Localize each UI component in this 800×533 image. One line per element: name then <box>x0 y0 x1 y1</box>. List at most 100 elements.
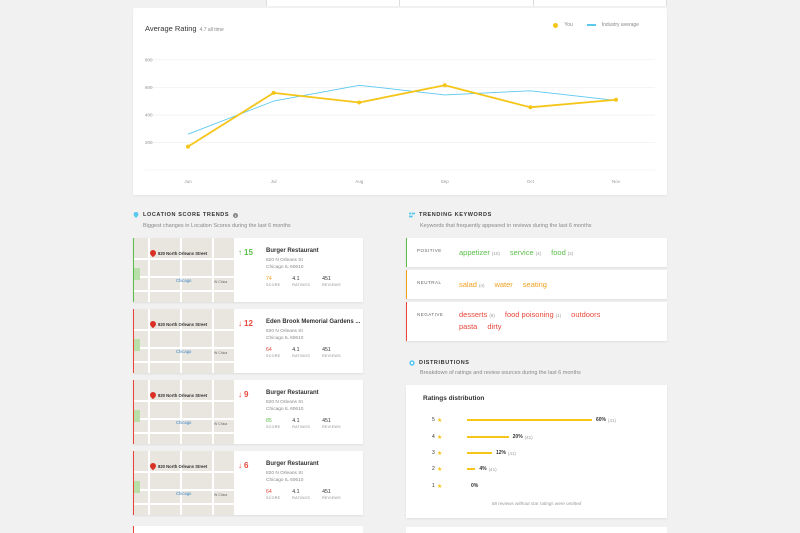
location-card[interactable]: 820 North Orleans Street Chicago W Chica ↓ 6… <box>133 451 363 515</box>
keyword[interactable]: pasta <box>459 322 478 331</box>
keywords-negative-label: NEGATIVE <box>417 312 444 317</box>
x-tick-label: Oct <box>527 179 535 184</box>
keyword[interactable]: food poisoning (1) <box>504 310 562 319</box>
location-name[interactable]: Burger Restaurant <box>266 390 319 396</box>
keyword[interactable]: water <box>494 280 513 289</box>
keywords-negative: NEGATIVE desserts (6) food poisoning (1) out… <box>406 302 667 341</box>
star-icon: ★ <box>437 466 443 473</box>
rating-row: 4 ★ 20% (41) <box>432 434 533 441</box>
distributions-icon <box>409 360 415 366</box>
keywords-positive: POSITIVE appetizer (10) service (4) food (2) <box>406 238 667 267</box>
location-map[interactable]: 820 North Orleans Street Chicago W Chica <box>134 238 234 302</box>
loc-card-partial <box>133 526 363 533</box>
rating-row: 2 ★ 4% (41) <box>432 466 497 473</box>
series-you-point <box>271 90 276 95</box>
y-tick-label: 200 <box>145 140 153 145</box>
series-you-point <box>186 144 190 149</box>
map-station-label: Chicago <box>176 278 192 283</box>
metric-score: 64 SCORE <box>266 347 281 358</box>
series-you-point <box>528 105 533 110</box>
map-street-label: 820 North Orleans Street <box>158 464 208 469</box>
location-card[interactable]: 820 North Orleans Street Chicago W Chica ↓ 1… <box>133 309 363 373</box>
location-address: 820 N Orleans St Chicago IL 60610 <box>266 258 304 270</box>
legend-you: You <box>553 22 573 28</box>
map-station-label: Chicago <box>176 349 192 354</box>
location-map[interactable]: 820 North Orleans Street Chicago W Chica <box>134 451 234 515</box>
keyword[interactable]: appetizer (10) <box>459 248 500 257</box>
score-change: ↓ 9 <box>238 390 249 399</box>
keywords-neutral-label: NEUTRAL <box>417 280 442 285</box>
series-you-point <box>442 83 447 88</box>
metric-score: 85 SCORE <box>266 418 281 429</box>
keyword[interactable]: salad (4) <box>459 280 485 289</box>
metric-reviews: 451 REVIEWS <box>322 276 341 287</box>
series-you-point <box>357 100 362 105</box>
legend-you-marker <box>553 22 559 28</box>
next-card-partial <box>406 527 667 533</box>
tab-2[interactable] <box>266 0 400 6</box>
metric-score: 74 SCORE <box>266 276 281 287</box>
average-rating-card: Average Rating 4.7 all time You Industry … <box>133 8 667 195</box>
location-name[interactable]: Burger Restaurant <box>266 248 319 254</box>
metric-reviews: 451 REVIEWS <box>322 418 341 429</box>
location-trends-heading: LOCATION SCORE TRENDS i <box>133 212 239 218</box>
location-map[interactable]: 820 North Orleans Street Chicago W Chica <box>134 309 234 373</box>
x-tick-label: Aug <box>355 179 364 184</box>
metric-reviews: 451 REVIEWS <box>322 347 341 358</box>
map-street-label: 820 North Orleans Street <box>158 393 208 398</box>
distributions-subtitle: Breakdown of ratings and review sources … <box>420 370 581 376</box>
arrow-down-icon: ↓ <box>238 319 242 328</box>
tab-4[interactable] <box>533 0 667 6</box>
location-address: 820 N Orleans St Chicago IL 60610 <box>266 400 304 412</box>
location-name[interactable]: Eden Brook Memorial Gardens ... <box>266 319 361 325</box>
keyword[interactable]: service (4) <box>509 248 542 257</box>
info-icon[interactable]: i <box>233 212 239 218</box>
rating-row: 5 ★ 60% (41) <box>432 417 617 424</box>
keyword[interactable]: dirty <box>487 322 502 331</box>
rating-bar <box>467 452 492 454</box>
keyword[interactable]: desserts (6) <box>459 310 495 319</box>
keyword[interactable]: seating <box>522 280 547 289</box>
keywords-positive-list: appetizer (10) service (4) food (2) <box>459 248 667 257</box>
location-trends-subtitle: Biggest changes in Location Scores durin… <box>143 223 291 229</box>
keywords-heading: TRENDING KEYWORDS <box>409 212 492 218</box>
legend-industry-marker <box>586 24 596 26</box>
location-card[interactable]: 820 North Orleans Street Chicago W Chica ↑ 1… <box>133 238 363 302</box>
map-station-label: Chicago <box>176 491 192 496</box>
rating-bar <box>467 468 476 470</box>
metric-reviews: 451 REVIEWS <box>322 489 341 500</box>
arrow-down-icon: ↓ <box>238 461 242 470</box>
location-name[interactable]: Burger Restaurant <box>266 461 319 467</box>
map-road-label: W Chica <box>214 351 228 355</box>
location-address: 820 N Orleans St Chicago IL 60610 <box>266 471 304 483</box>
metric-ratings: 4.1 RATINGS <box>292 276 311 287</box>
tab-3[interactable] <box>400 0 534 6</box>
x-tick-label: Nov <box>612 179 621 184</box>
map-road-label: W Chica <box>214 493 228 497</box>
keywords-subtitle: Keywords that frequently appeared in rev… <box>420 223 592 229</box>
map-pin-icon <box>148 248 158 258</box>
map-road-label: W Chica <box>214 280 228 284</box>
star-icon: ★ <box>437 434 443 441</box>
y-tick-label: 400 <box>145 112 153 117</box>
map-street-label: 820 North Orleans Street <box>158 251 208 256</box>
score-change: ↑ 15 <box>238 248 253 257</box>
rating-bar <box>467 419 592 421</box>
location-map[interactable]: 820 North Orleans Street Chicago W Chica <box>134 380 234 444</box>
arrow-up-icon: ↑ <box>238 248 242 257</box>
keywords-negative-list: desserts (6) food poisoning (1) outdoors past… <box>459 310 609 331</box>
map-street-label: 820 North Orleans Street <box>158 322 208 327</box>
metric-score: 64 SCORE <box>266 489 281 500</box>
ratings-distribution-title: Ratings distribution <box>423 395 485 402</box>
y-tick-label: 800 <box>145 57 153 62</box>
metric-ratings: 4.1 RATINGS <box>292 418 311 429</box>
keyword[interactable]: food (2) <box>551 248 574 257</box>
x-tick-label: Sep <box>441 179 450 184</box>
location-pin-icon <box>133 212 139 218</box>
keyword[interactable]: outdoors <box>571 310 601 319</box>
keywords-neutral-list: salad (4) water seating <box>459 280 667 289</box>
map-pin-icon <box>148 319 158 329</box>
keywords-neutral: NEUTRAL salad (4) water seating <box>406 270 667 299</box>
location-card[interactable]: 820 North Orleans Street Chicago W Chica ↓ 9… <box>133 380 363 444</box>
tab-1[interactable] <box>133 0 267 6</box>
